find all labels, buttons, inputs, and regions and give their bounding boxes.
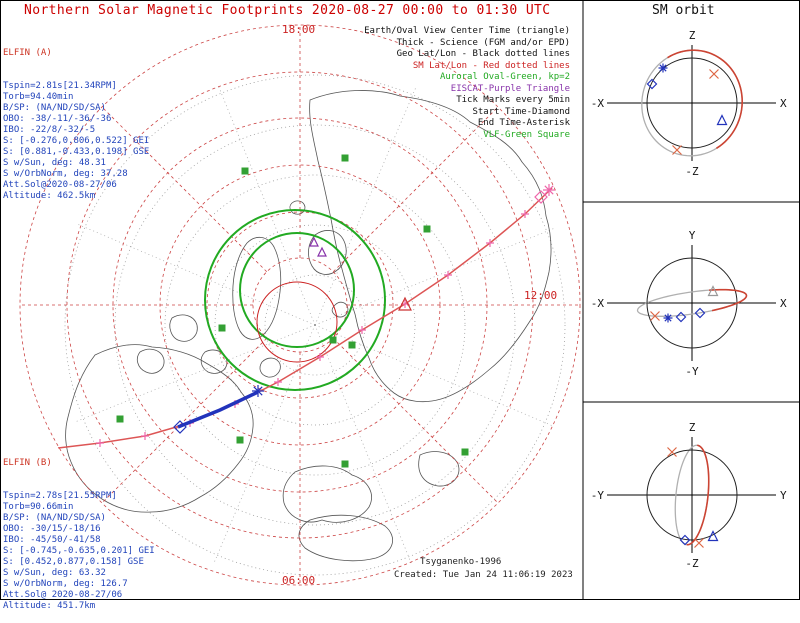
info-b-lines-6: S: [0.452,0.877,0.158] GSE <box>3 557 144 567</box>
svg-text:-Y: -Y <box>685 365 699 378</box>
info-a-lines-3: OBO: -38/-11/-36/-36 <box>3 114 112 124</box>
info-a-lines-5: S: [-0.276,0.806,0.522] GEI <box>3 136 150 146</box>
legend-item-1: Thick - Science (FGM and/or EPD) <box>396 37 570 48</box>
mlt-label-0600: 06:00 <box>282 574 316 587</box>
sm-grid <box>19 24 581 586</box>
legend-item-7: Start Time-Diamond <box>472 106 570 117</box>
svg-text:-Z: -Z <box>685 165 699 178</box>
svg-text:X: X <box>780 97 787 110</box>
mlt-label-1800: 18:00 <box>282 23 316 36</box>
legend-item-4: Auroral Oval-Green, kp=2 <box>439 72 570 82</box>
sm-orbit-title: SM orbit <box>652 3 715 18</box>
footprint-track <box>57 184 555 449</box>
info-a-lines-8: S w/OrbNorm, deg: 37.28 <box>3 169 128 179</box>
svg-text:-X: -X <box>591 297 605 310</box>
legend-item-8: End Time-Asterisk <box>477 118 570 128</box>
svg-text:X: X <box>780 297 787 310</box>
svg-text:Z: Z <box>689 421 696 434</box>
info-b-lines-10: Altitude: 451.7km <box>3 601 96 611</box>
sm-orbit-panels: Z -Z -X X Y -Y -X X Z -Z -Y Y <box>582 1 799 599</box>
legend-item-9: VLF-Green Square <box>483 129 570 140</box>
elfin-b-info-block: ELFIN (B) Tspin=2.78s[21.55RPM] Torb=90.6… <box>3 436 155 623</box>
svg-text:Z: Z <box>689 29 696 42</box>
plot-svg: Z -Z -X X Y -Y -X X Z -Z -Y Y <box>19 1 799 599</box>
info-b-lines-7: S w/Sun, deg: 63.32 <box>3 568 106 578</box>
svg-text:Y: Y <box>780 489 787 502</box>
legend-item-3: SM Lat/Lon - Red dotted lines <box>412 60 570 71</box>
elfin-b-header: ELFIN (B) <box>3 458 52 468</box>
info-b-lines-3: OBO: -30/15/-18/16 <box>3 524 101 534</box>
info-a-lines-2: B/SP: (NA/ND/SD/SA) <box>3 103 106 113</box>
info-a-lines-6: S: [0.881,-0.433,0.198] GSE <box>3 147 150 157</box>
info-b-lines-5: S: [-0.745,-0.635,0.201] GEI <box>3 546 155 556</box>
elfin-a-info-block: ELFIN (A) Tspin=2.81s[21.34RPM] Torb=94.4… <box>3 26 149 213</box>
page-title: Northern Solar Magnetic Footprints 2020-… <box>24 3 551 18</box>
info-b-lines-1: Torb=90.66min <box>3 502 74 512</box>
svg-text:-X: -X <box>591 97 605 110</box>
legend: Earth/Oval View Center Time (triangle) Th… <box>360 26 570 141</box>
legend-item-6: Tick Marks every 5min <box>456 95 570 105</box>
ground-stations <box>116 154 469 468</box>
elfin-a-header: ELFIN (A) <box>3 48 52 58</box>
elfin-b-lines: Tspin=2.78s[21.55RPM] Torb=90.66min B/SP: … <box>3 491 155 612</box>
legend-item-0: Earth/Oval View Center Time (triangle) <box>364 26 570 36</box>
auroral-oval <box>204 209 386 391</box>
geo-grid <box>64 74 566 576</box>
info-a-lines-1: Torb=94.40min <box>3 92 74 102</box>
coastlines <box>65 90 552 562</box>
info-a-lines-7: S w/Sun, deg: 48.31 <box>3 158 106 168</box>
info-b-lines-4: IBO: -45/50/-41/58 <box>3 535 101 545</box>
created-label: Created: Tue Jan 24 11:06:19 2023 <box>394 570 573 580</box>
legend-item-2: Geo Lat/Lon - Black dotted lines <box>396 49 570 59</box>
info-a-lines-4: IBO: -22/8/-32/-5 <box>3 125 96 135</box>
svg-text:Y: Y <box>689 229 696 242</box>
legend-item-5: EISCAT-Purple Triangle <box>450 83 570 94</box>
info-b-lines-0: Tspin=2.78s[21.55RPM] <box>3 491 117 501</box>
elfin-a-lines: Tspin=2.81s[21.34RPM] Torb=94.40min B/SP: … <box>3 81 149 202</box>
info-b-lines-9: Att.Sol@ 2020-08-27/06 <box>3 590 123 600</box>
svg-text:-Y: -Y <box>591 489 605 502</box>
svg-text:-Z: -Z <box>685 557 699 570</box>
info-a-lines-0: Tspin=2.81s[21.34RPM] <box>3 81 117 91</box>
info-b-lines-8: S w/OrbNorm, deg: 126.7 <box>3 579 128 589</box>
info-a-lines-10: Altitude: 462.5km <box>3 191 96 201</box>
info-b-lines-2: B/SP: (NA/ND/SD/SA) <box>3 513 106 523</box>
mlt-label-1200: 12:00 <box>524 289 558 302</box>
model-label: Tsyganenko-1996 <box>420 557 502 567</box>
info-a-lines-9: Att.Sol@2020-08-27/06 <box>3 180 117 190</box>
